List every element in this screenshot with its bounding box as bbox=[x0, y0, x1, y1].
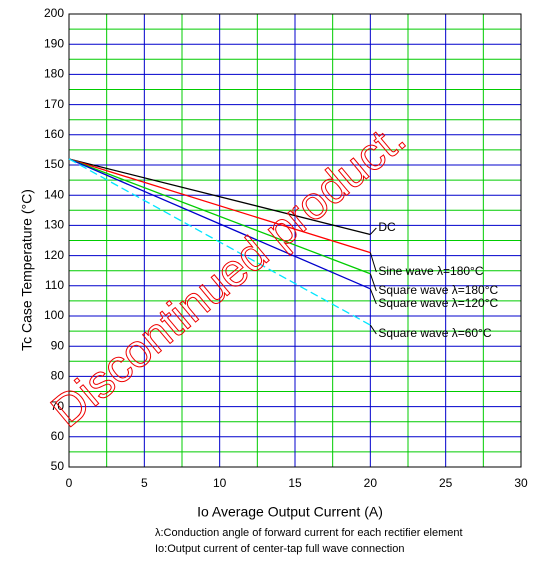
x-axis-label: Io Average Output Current (A) bbox=[197, 504, 383, 520]
plot-frame bbox=[68, 13, 522, 468]
x-tick-label: 25 bbox=[439, 476, 453, 490]
y-tick-label: 140 bbox=[44, 187, 64, 201]
x-tick-label: 0 bbox=[66, 476, 73, 490]
leader-line bbox=[369, 252, 377, 273]
legend-label: Square wave λ=60°C bbox=[378, 326, 492, 340]
y-tick-label: 170 bbox=[44, 97, 64, 111]
series-line bbox=[68, 158, 371, 275]
legend-label: DC bbox=[378, 220, 396, 234]
x-tick-label: 30 bbox=[514, 476, 528, 490]
leader-line bbox=[369, 324, 377, 335]
legend-label: Square wave λ=180°C bbox=[378, 283, 498, 297]
leader-line bbox=[369, 288, 377, 305]
series-line bbox=[68, 158, 371, 326]
y-tick-label: 200 bbox=[44, 6, 64, 20]
y-tick-label: 160 bbox=[44, 127, 64, 141]
y-tick-label: 60 bbox=[51, 429, 65, 443]
y-tick-label: 70 bbox=[51, 399, 65, 413]
y-tick-label: 130 bbox=[44, 218, 64, 232]
y-axis-label: Tc Case Temperature (°C) bbox=[19, 189, 35, 351]
y-tick-label: 50 bbox=[51, 459, 65, 473]
watermark: Discontinued product. bbox=[41, 111, 415, 437]
y-tick-label: 190 bbox=[44, 36, 64, 50]
series-line bbox=[68, 158, 371, 254]
leader-line bbox=[369, 227, 377, 235]
note: Io:Output current of center-tap full wav… bbox=[155, 543, 404, 555]
x-tick-label: 20 bbox=[364, 476, 378, 490]
x-tick-label: 15 bbox=[288, 476, 302, 490]
legend-label: Square wave λ=120°C bbox=[378, 296, 498, 310]
legend-label: Sine wave λ=180°C bbox=[378, 264, 484, 278]
series-line bbox=[68, 158, 371, 236]
y-tick-label: 100 bbox=[44, 308, 64, 322]
y-tick-label: 90 bbox=[51, 338, 65, 352]
series-line bbox=[68, 158, 371, 290]
grid: 0 5 10 15 20 25 30 50 60 70 80 90 100 110 120 130 140 150… bbox=[44, 6, 528, 490]
note: λ:Conduction angle of forward current fo… bbox=[155, 527, 463, 539]
y-tick-label: 110 bbox=[45, 278, 64, 292]
leader-line bbox=[369, 273, 377, 292]
x-tick-label: 5 bbox=[141, 476, 148, 490]
y-tick-label: 80 bbox=[51, 369, 65, 383]
y-tick-label: 120 bbox=[44, 248, 64, 262]
y-tick-label: 180 bbox=[44, 67, 64, 81]
y-tick-label: 150 bbox=[44, 157, 64, 171]
x-tick-label: 10 bbox=[213, 476, 227, 490]
